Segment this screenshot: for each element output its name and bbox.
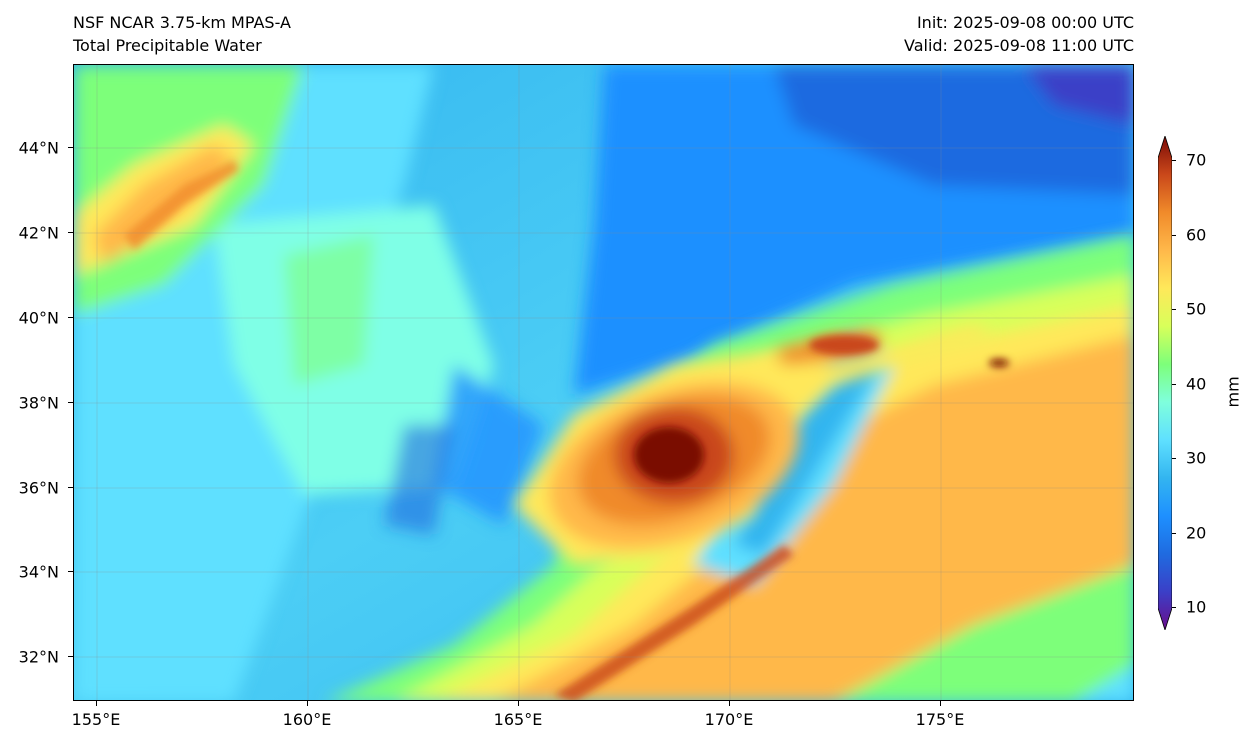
lat-tick [68,571,73,572]
lat-label-40: 40°N [18,308,59,328]
cyclone-core [634,427,704,483]
dry-streak-mid [434,365,544,525]
lat-label-44: 44°N [18,138,59,158]
precipitable-water-map[interactable] [73,64,1134,701]
green-patch-west [284,235,374,385]
field-title: Total Precipitable Water [73,36,262,55]
convective-cell [989,359,1009,367]
lon-label-175: 175°E [915,710,965,729]
lat-tick [68,656,73,657]
colorbar-label-70: 70 [1186,150,1207,170]
nw-orange-streak [124,160,239,250]
init-time: Init: 2025-09-08 00:00 UTC [916,13,1134,32]
lat-tick [68,147,73,148]
lon-tick [518,701,519,706]
colorbar-tick [1172,235,1176,236]
colorbar-tick [1172,458,1176,459]
dry-intrusion-core [734,355,874,555]
lon-label-155: 155°E [71,710,121,729]
lat-label-42: 42°N [18,223,59,243]
lon-label-160: 160°E [282,710,332,729]
green-patch-se [837,565,1133,700]
colorbar-tick [1172,309,1176,310]
map-field [74,65,1133,700]
colorbar-label-60: 60 [1186,225,1207,245]
plume-core [809,335,879,355]
model-title: NSF NCAR 3.75-km MPAS-A [73,13,291,32]
valid-time: Valid: 2025-09-08 11:00 UTC [903,36,1134,55]
colorbar-tick [1172,160,1176,161]
lat-tick [68,232,73,233]
colorbar [1158,136,1172,630]
lat-label-32: 32°N [18,647,59,667]
colorbar-bar [1158,136,1172,630]
lon-label-165: 165°E [493,710,543,729]
driest-corner [1024,65,1133,125]
lon-tick [940,701,941,706]
lat-label-34: 34°N [18,562,59,582]
lon-tick [729,701,730,706]
lat-tick [68,487,73,488]
colorbar-label-40: 40 [1186,374,1207,394]
very-dry-region [774,65,1133,195]
lon-label-170: 170°E [704,710,754,729]
colorbar-label-10: 10 [1186,597,1207,617]
colorbar-label-50: 50 [1186,299,1207,319]
lat-tick [68,402,73,403]
lat-label-38: 38°N [18,393,59,413]
lat-tick [68,317,73,318]
colorbar-tick [1172,533,1176,534]
convective-streak [554,545,794,700]
colorbar-tick [1172,607,1176,608]
cyan-patch-se [1077,666,1133,700]
dry-spot-mid [384,425,454,535]
lon-tick [307,701,308,706]
colorbar-label-30: 30 [1186,448,1207,468]
colorbar-label-20: 20 [1186,523,1207,543]
graticule [74,65,1133,700]
orange-band-south [497,335,1133,700]
lat-label-36: 36°N [18,478,59,498]
colorbar-unit: mm [1223,376,1243,408]
lon-tick [96,701,97,706]
colorbar-tick [1172,384,1176,385]
